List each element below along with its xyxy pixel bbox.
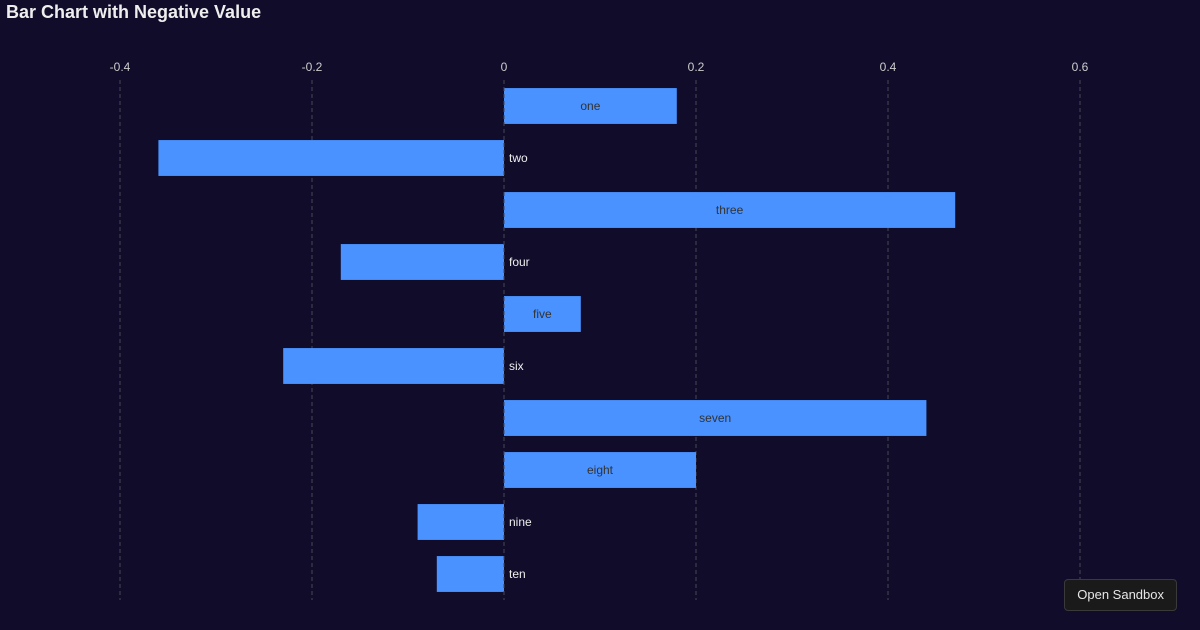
bar-six (283, 348, 504, 384)
bar-label: nine (509, 515, 532, 529)
x-tick-label: -0.2 (302, 60, 323, 74)
bar-four (340, 244, 504, 280)
x-axis-ticks: -0.4 -0.2 0 0.2 0.4 0.6 (110, 60, 1089, 74)
bar-three (504, 192, 956, 228)
bar-one (504, 88, 677, 124)
x-tick-label: -0.4 (110, 60, 131, 74)
bar-ten (436, 556, 504, 592)
bar-five (504, 296, 581, 332)
bar-label: two (509, 151, 528, 165)
chart-title: Bar Chart with Negative Value (6, 2, 262, 22)
bar-label: eight (587, 463, 614, 477)
x-tick-label: 0.2 (688, 60, 705, 74)
bar-label: one (580, 99, 600, 113)
bar-two (158, 140, 504, 176)
bar-labels: one two three four five six seven eight nine ten (503, 80, 744, 600)
open-sandbox-button[interactable]: Open Sandbox (1064, 579, 1177, 611)
bar-label: ten (509, 567, 526, 581)
bar-label: six (509, 359, 524, 373)
bar-label: five (533, 307, 552, 321)
bar-label: four (509, 255, 530, 269)
x-tick-label: 0 (501, 60, 508, 74)
bar-nine (417, 504, 504, 540)
bar-label: seven (699, 411, 731, 425)
bar-label: three (716, 203, 744, 217)
x-tick-label: 0.6 (1072, 60, 1089, 74)
bar-seven (504, 400, 927, 436)
bars (158, 88, 956, 592)
bar-eight (504, 452, 696, 488)
x-tick-label: 0.4 (880, 60, 897, 74)
